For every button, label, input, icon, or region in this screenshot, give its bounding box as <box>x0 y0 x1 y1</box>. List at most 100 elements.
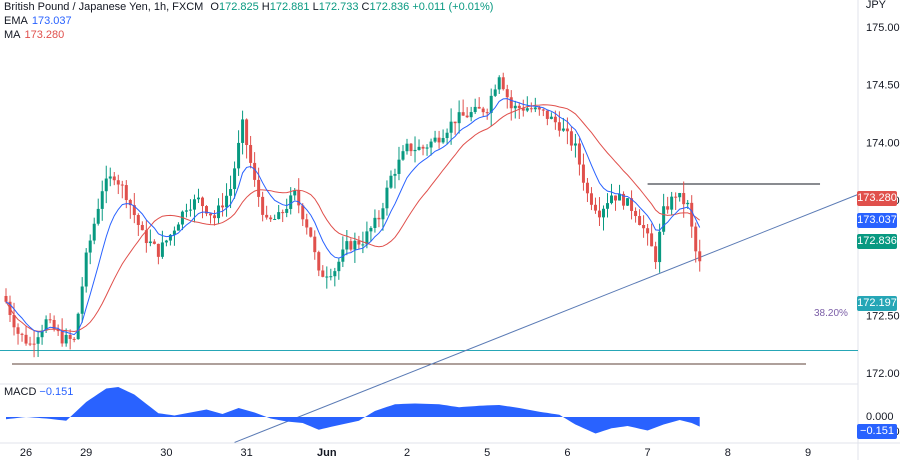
candle-body <box>337 261 341 272</box>
candle-body <box>549 116 553 119</box>
candle-body <box>373 217 377 228</box>
candle-body <box>445 132 449 139</box>
candle-body <box>301 205 305 220</box>
close-value: 172.836 <box>369 1 410 13</box>
candle-body <box>481 108 485 113</box>
candle-body <box>469 112 473 118</box>
candle-body <box>517 105 521 109</box>
candle-body <box>44 319 48 331</box>
candle-body <box>413 149 417 152</box>
ma-value: 173.280 <box>24 29 65 41</box>
ma-label: MA <box>4 29 21 41</box>
candle-body <box>385 187 389 209</box>
candle-body <box>28 343 32 345</box>
candle-body <box>505 89 509 98</box>
x-tick-label: 6 <box>564 447 570 459</box>
candle-body <box>630 198 634 211</box>
candle-body <box>634 210 638 217</box>
candle-body <box>686 202 690 205</box>
candle-body <box>361 244 365 246</box>
ma-line <box>5 104 701 333</box>
fib-level-label: 38.20% <box>814 308 848 319</box>
candle-body <box>341 249 345 262</box>
candle-body <box>209 213 213 216</box>
candle-body <box>369 227 373 232</box>
candle-body <box>128 200 132 206</box>
candle-body <box>4 295 8 302</box>
candle-body <box>662 206 666 232</box>
ema-price-tag: 173.037 <box>857 213 897 228</box>
candle-body <box>64 334 68 344</box>
candle-body <box>305 219 309 228</box>
candle-body <box>537 107 541 110</box>
candle-body <box>321 270 325 277</box>
candle-body <box>281 212 285 214</box>
candle-body <box>493 89 497 96</box>
y-tick-label: 172.000 <box>866 368 900 380</box>
macd-price-tag: −0.151 <box>857 424 897 439</box>
x-tick-label: 26 <box>20 447 32 459</box>
candle-body <box>497 77 501 90</box>
y-tick-label: 175.000 <box>866 22 900 34</box>
trend-line <box>234 191 865 443</box>
candle-body <box>577 143 581 165</box>
candle-body <box>389 175 393 188</box>
candle-body <box>569 131 573 146</box>
candle-body <box>237 142 241 169</box>
candle-body <box>509 97 513 109</box>
low-label: L <box>312 1 319 13</box>
candle-body <box>694 226 698 252</box>
candle-body <box>614 195 618 201</box>
symbol-title: British Pound / Japanese Yen, 1h, FXCM <box>4 1 204 13</box>
candle-body <box>144 230 148 244</box>
ema-value: 173.037 <box>31 15 72 27</box>
candle-body <box>421 146 425 149</box>
candle-body <box>437 137 441 143</box>
candle-body <box>36 337 40 344</box>
candle-body <box>409 143 413 152</box>
candle-body <box>80 286 84 314</box>
high-value: 172.881 <box>269 1 310 13</box>
candle-body <box>678 192 682 198</box>
candle-body <box>168 234 172 241</box>
y-tick-label: 174.500 <box>866 80 900 92</box>
chart-legend: British Pound / Japanese Yen, 1h, FXCM O… <box>4 0 493 42</box>
candle-body <box>573 143 577 146</box>
macd-legend: MACD −0.151 <box>4 386 73 398</box>
candle-body <box>429 141 433 148</box>
candle-body <box>533 107 537 110</box>
candle-body <box>618 193 622 201</box>
candle-body <box>48 319 52 321</box>
candle-body <box>593 204 597 211</box>
candle-body <box>148 241 152 244</box>
candle-body <box>557 122 561 131</box>
candle-body <box>112 176 116 181</box>
candle-body <box>581 164 585 183</box>
candle-body <box>309 227 313 237</box>
candle-body <box>253 162 257 180</box>
candle-body <box>12 314 16 328</box>
candle-body <box>365 231 369 245</box>
x-tick-label: 29 <box>80 447 92 459</box>
candle-body <box>345 241 349 250</box>
candle-body <box>642 224 646 229</box>
x-tick-label: 9 <box>805 447 811 459</box>
candle-body <box>104 178 108 192</box>
x-tick-label: 30 <box>160 447 172 459</box>
candle-body <box>622 193 626 206</box>
open-value: 172.825 <box>218 1 259 13</box>
low-value: 172.733 <box>318 1 359 13</box>
x-tick-label: 8 <box>725 447 731 459</box>
candle-body <box>293 190 297 196</box>
candle-body <box>397 159 401 174</box>
ema-label: EMA <box>4 15 28 27</box>
candle-body <box>213 215 217 219</box>
close-label: C <box>361 1 370 13</box>
candle-body <box>132 205 136 216</box>
candle-body <box>666 206 670 210</box>
y-tick-label: 174.000 <box>866 137 900 149</box>
candle-body <box>585 182 589 194</box>
candle-body <box>670 196 674 210</box>
